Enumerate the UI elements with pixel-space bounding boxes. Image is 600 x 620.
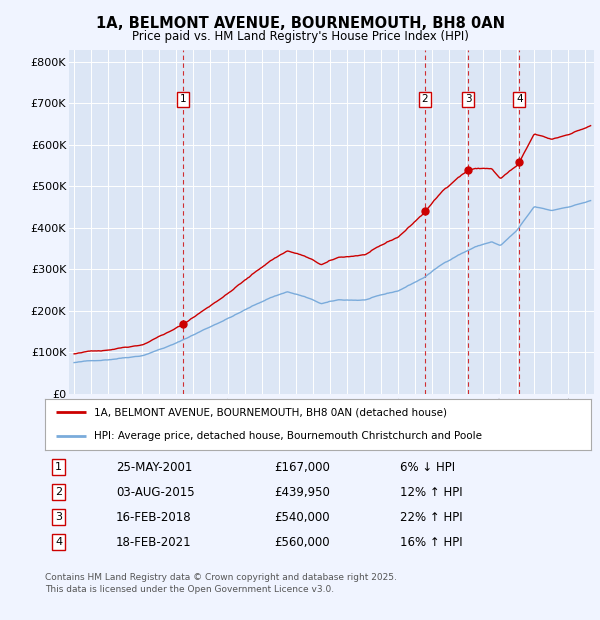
Text: 1: 1 <box>55 463 62 472</box>
Text: £439,950: £439,950 <box>274 486 330 499</box>
Text: 3: 3 <box>55 512 62 523</box>
Text: 16-FEB-2018: 16-FEB-2018 <box>116 511 191 524</box>
Text: HPI: Average price, detached house, Bournemouth Christchurch and Poole: HPI: Average price, detached house, Bour… <box>94 431 482 441</box>
Text: 6% ↓ HPI: 6% ↓ HPI <box>400 461 455 474</box>
Text: 18-FEB-2021: 18-FEB-2021 <box>116 536 191 549</box>
Text: Price paid vs. HM Land Registry's House Price Index (HPI): Price paid vs. HM Land Registry's House … <box>131 30 469 43</box>
Text: Contains HM Land Registry data © Crown copyright and database right 2025.
This d: Contains HM Land Registry data © Crown c… <box>45 574 397 595</box>
Text: £167,000: £167,000 <box>274 461 330 474</box>
Text: 22% ↑ HPI: 22% ↑ HPI <box>400 511 463 524</box>
Text: 3: 3 <box>465 94 472 105</box>
Text: 03-AUG-2015: 03-AUG-2015 <box>116 486 194 499</box>
Text: 1A, BELMONT AVENUE, BOURNEMOUTH, BH8 0AN (detached house): 1A, BELMONT AVENUE, BOURNEMOUTH, BH8 0AN… <box>94 407 447 417</box>
Text: 1: 1 <box>180 94 187 105</box>
Text: 1A, BELMONT AVENUE, BOURNEMOUTH, BH8 0AN: 1A, BELMONT AVENUE, BOURNEMOUTH, BH8 0AN <box>95 16 505 31</box>
Text: 16% ↑ HPI: 16% ↑ HPI <box>400 536 463 549</box>
Text: 2: 2 <box>422 94 428 105</box>
Text: 4: 4 <box>516 94 523 105</box>
Text: £560,000: £560,000 <box>274 536 330 549</box>
Text: 4: 4 <box>55 538 62 547</box>
Text: £540,000: £540,000 <box>274 511 330 524</box>
Text: 25-MAY-2001: 25-MAY-2001 <box>116 461 193 474</box>
Text: 2: 2 <box>55 487 62 497</box>
Text: 12% ↑ HPI: 12% ↑ HPI <box>400 486 463 499</box>
